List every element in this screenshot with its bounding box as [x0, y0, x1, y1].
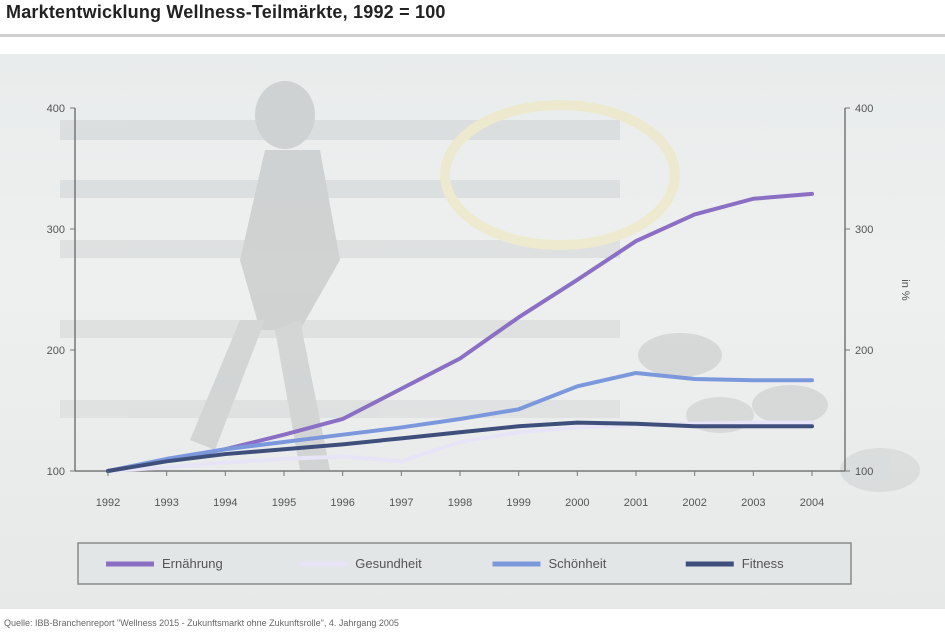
y-tick-label-right: 300: [855, 224, 873, 236]
data-point-gesundheit: [165, 466, 168, 469]
data-point-gesundheit: [517, 431, 520, 434]
x-tick-label: 2001: [624, 497, 648, 509]
data-point-ernährung: [517, 316, 520, 319]
legend-label-gesundheit: Gesundheit: [355, 556, 422, 571]
data-point-schönheit: [810, 379, 814, 382]
x-tick-label: 2000: [565, 497, 589, 509]
x-tick-label: 2003: [741, 497, 765, 509]
data-point-ernährung: [634, 239, 638, 243]
legend-label-ernährung: Ernährung: [162, 556, 223, 571]
y-tick-label-left: 300: [47, 224, 65, 236]
data-point-schönheit: [752, 379, 755, 382]
data-point-schönheit: [224, 448, 227, 451]
data-point-schönheit: [458, 417, 462, 421]
x-tick-label: 1993: [154, 497, 178, 509]
data-point-schönheit: [693, 377, 696, 381]
data-point-gesundheit: [810, 421, 814, 424]
data-point-gesundheit: [576, 426, 579, 429]
data-point-fitness: [341, 443, 344, 446]
x-tick-label: 1992: [96, 497, 120, 509]
x-tick-label: 1994: [213, 497, 237, 509]
legend-label-fitness: Fitness: [742, 556, 784, 571]
title-divider: [0, 34, 945, 37]
y-tick-label-right: 200: [855, 345, 873, 357]
data-point-schönheit: [517, 408, 520, 411]
x-tick-label: 2002: [682, 497, 706, 509]
data-point-gesundheit: [282, 457, 286, 461]
data-point-ernährung: [752, 197, 755, 200]
y2-axis-label: in %: [899, 279, 911, 301]
data-point-ernährung: [341, 417, 344, 421]
data-point-ernährung: [282, 433, 286, 436]
data-point-gesundheit: [458, 440, 462, 444]
data-point-fitness: [752, 425, 755, 428]
x-tick-label: 1997: [389, 497, 413, 509]
data-point-ernährung: [458, 357, 462, 360]
data-point-fitness: [165, 460, 168, 463]
data-point-fitness: [282, 448, 286, 451]
data-point-fitness: [634, 422, 638, 426]
y-tick-label-right: 400: [855, 103, 873, 115]
data-point-fitness: [517, 425, 520, 428]
data-point-schönheit: [634, 371, 638, 375]
data-point-fitness: [576, 421, 579, 424]
data-point-fitness: [810, 425, 814, 428]
x-tick-label: 1996: [330, 497, 354, 509]
data-point-fitness: [400, 437, 403, 440]
data-point-schönheit: [282, 440, 286, 444]
data-point-fitness: [693, 425, 696, 428]
data-point-ernährung: [693, 213, 696, 216]
y-tick-label-left: 100: [47, 466, 65, 478]
data-point-schönheit: [400, 426, 403, 429]
chart-title: Marktentwicklung Wellness-Teilmärkte, 19…: [6, 2, 446, 22]
legend-label-schönheit: Schönheit: [549, 556, 607, 571]
data-point-gesundheit: [400, 460, 403, 463]
x-tick-label: 1999: [506, 497, 530, 509]
data-point-gesundheit: [341, 455, 344, 458]
data-point-fitness: [224, 452, 227, 456]
source-note: Quelle: IBB-Branchenreport "Wellness 201…: [4, 618, 399, 628]
data-point-gesundheit: [752, 421, 755, 424]
x-tick-label: 2004: [800, 497, 824, 509]
y-tick-label-right: 100: [855, 466, 873, 478]
data-point-ernährung: [400, 387, 403, 390]
data-point-schönheit: [341, 433, 344, 436]
data-point-schönheit: [576, 385, 579, 388]
data-point-ernährung: [576, 278, 579, 282]
y-tick-label-left: 400: [47, 103, 65, 115]
data-point-gesundheit: [224, 461, 227, 464]
x-tick-label: 1998: [448, 497, 472, 509]
x-tick-label: 1995: [272, 497, 296, 509]
y-tick-label-left: 200: [47, 345, 65, 357]
data-point-ernährung: [810, 192, 814, 196]
data-point-fitness: [458, 431, 462, 434]
